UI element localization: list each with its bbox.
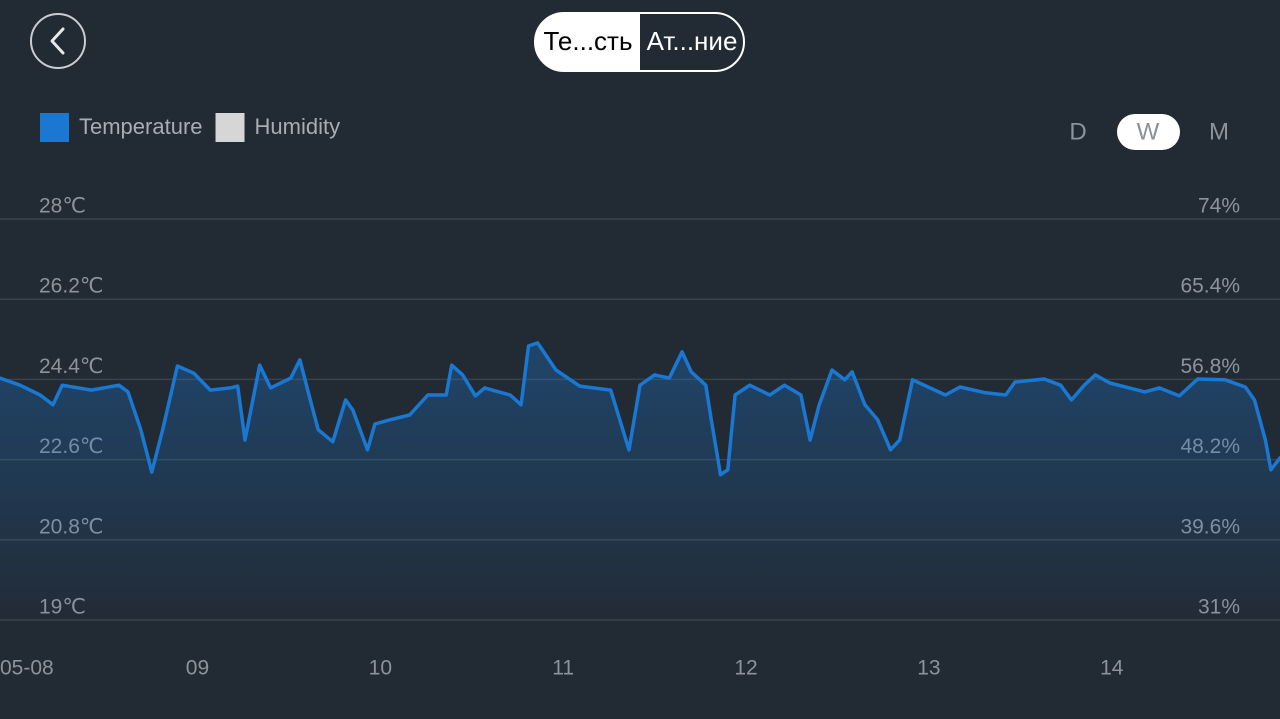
tab[interactable]: Ат...ние [647, 26, 738, 56]
tab[interactable]: Те...сть [543, 26, 632, 56]
y-tick-label: 24.4℃ [39, 355, 103, 378]
tab-switch: Те...сть Ат...ние [534, 12, 745, 72]
period-option[interactable]: W [1137, 118, 1160, 145]
y2-tick-label: 56.8% [1180, 355, 1240, 378]
tab-border [534, 12, 745, 72]
tab-active-bg [535, 13, 640, 71]
legend-label[interactable]: Temperature [79, 114, 203, 139]
area [0, 342, 1280, 620]
x-tick-label: 10 [369, 657, 392, 680]
line [0, 341, 1280, 477]
legend-swatch [215, 113, 245, 142]
plot: 19℃20.8℃22.6℃24.4℃26.2℃28℃31%39.6%48.2%5… [0, 195, 1280, 680]
x-tick-label: 13 [917, 657, 940, 680]
legend-label[interactable]: Humidity [255, 114, 341, 139]
legend: Temperature Humidity [40, 113, 340, 142]
period-option[interactable]: M [1209, 118, 1229, 145]
back-button[interactable] [30, 13, 86, 69]
legend-swatch [40, 113, 69, 142]
y2-tick-label: 65.4% [1180, 275, 1240, 298]
x-tick-label: 05-08 [0, 657, 54, 680]
y-tick-label: 26.2℃ [39, 275, 103, 298]
x-tick-label: 12 [734, 657, 757, 680]
x-tick-label: 09 [186, 657, 209, 680]
y2-tick-label: 74% [1198, 195, 1240, 218]
x-tick-label: 11 [552, 657, 574, 680]
period-option[interactable]: D [1069, 118, 1086, 145]
back-circle [30, 13, 86, 69]
x-tick-label: 14 [1100, 657, 1124, 680]
back-chevron [50, 27, 65, 55]
period-highlight [1117, 114, 1180, 150]
y-tick-label: 28℃ [39, 195, 86, 218]
